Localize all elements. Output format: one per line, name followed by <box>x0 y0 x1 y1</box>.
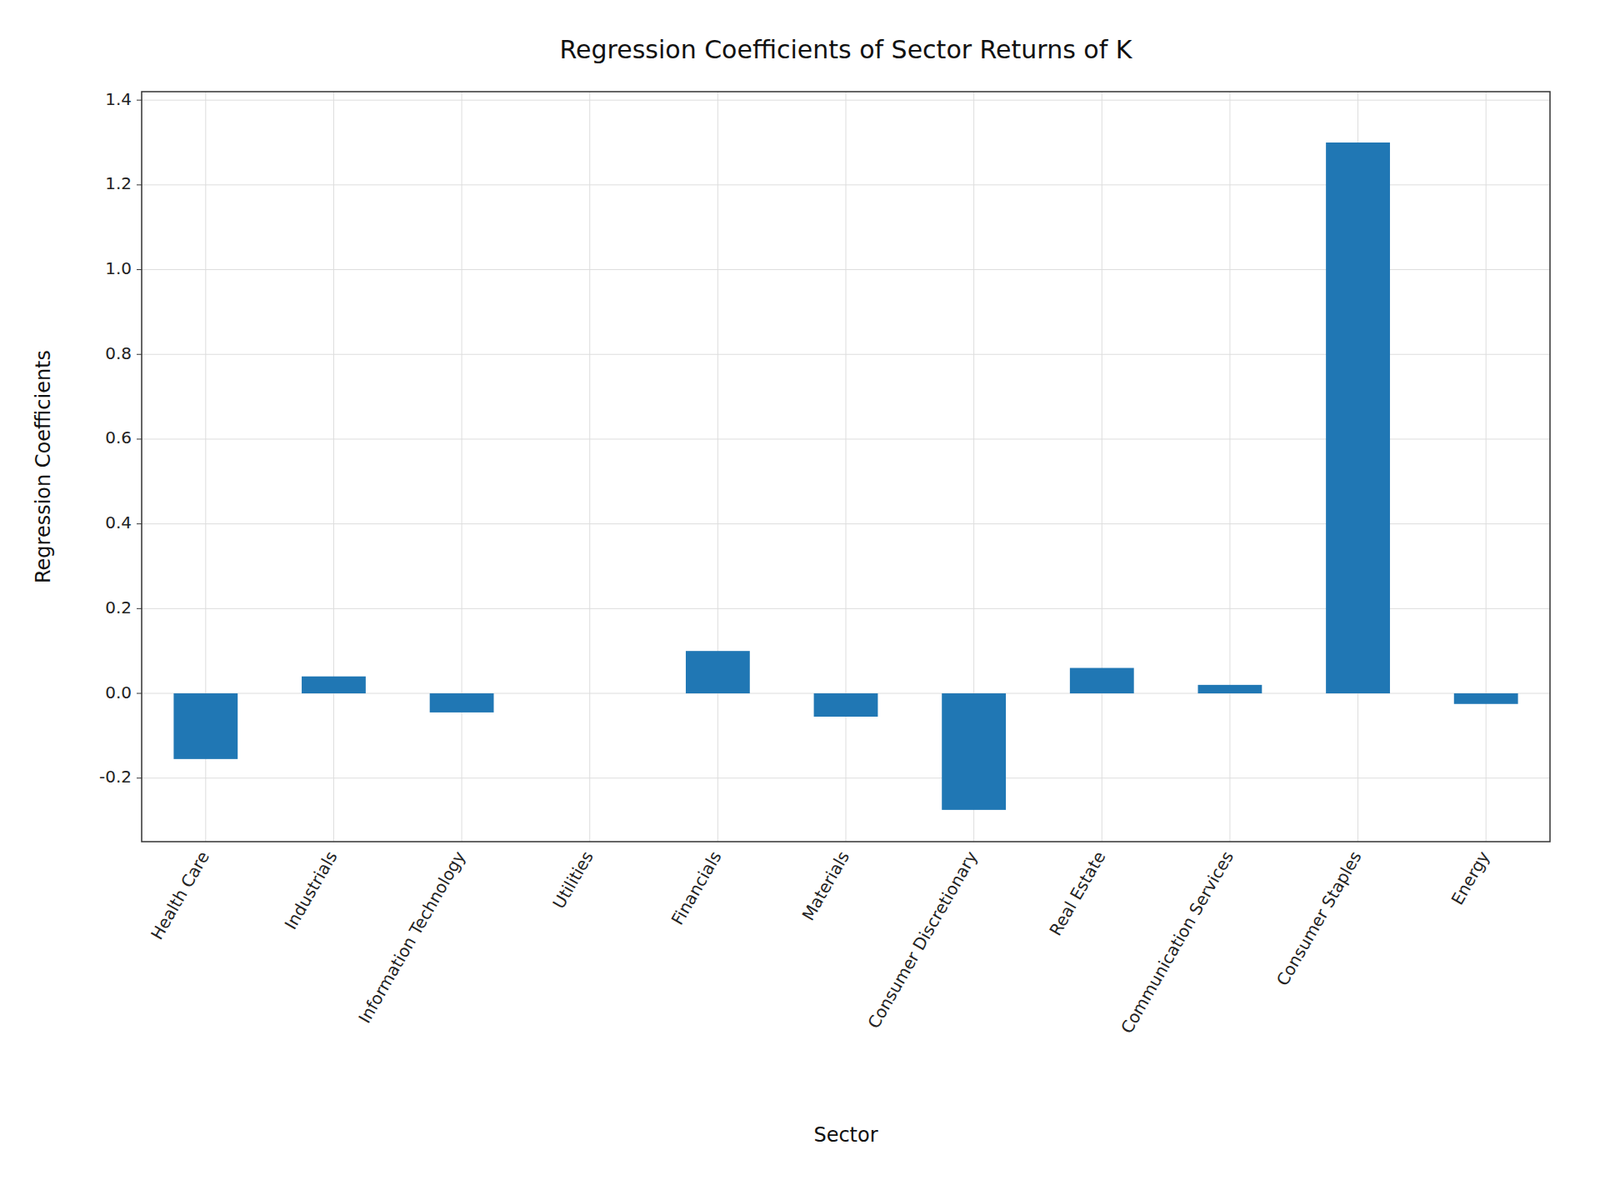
y-tick-label: -0.2 <box>99 766 132 787</box>
x-tick-label: Industrials <box>280 847 342 933</box>
y-tick <box>136 354 142 355</box>
grid-line-x <box>1229 91 1230 842</box>
y-tick-label: 1.2 <box>105 173 132 194</box>
x-tick-label: Real Estate <box>1045 847 1110 940</box>
y-axis: -0.2 0.0 0.2 0.4 0.6 0.8 1.0 1.2 1.4 <box>99 89 142 788</box>
grid-line-x <box>461 91 463 842</box>
bar <box>1070 668 1135 695</box>
grid-line-x <box>1485 91 1487 842</box>
y-tick <box>136 269 142 270</box>
grid-line-x <box>845 91 847 842</box>
bar <box>1325 142 1390 694</box>
x-tick-label: Information Technology <box>354 847 470 1027</box>
bar <box>1198 685 1263 694</box>
x-tick-label: Health Care <box>146 847 214 943</box>
y-tick <box>136 100 142 101</box>
x-tick-label: Communication Services <box>1116 847 1238 1037</box>
y-tick-label: 1.0 <box>105 258 132 279</box>
bar <box>1454 693 1519 705</box>
grid-line-x <box>1101 91 1103 842</box>
y-tick <box>136 523 142 525</box>
bar <box>814 693 879 717</box>
plot-area <box>141 91 1550 842</box>
bar <box>557 693 622 695</box>
y-axis-label: Regression Coefficients <box>31 350 55 584</box>
x-tick-label: Consumer Staples <box>1272 847 1366 990</box>
x-tick-label: Materials <box>797 847 854 924</box>
x-tick-label: Energy <box>1446 847 1494 909</box>
y-tick-label: 0.6 <box>105 427 132 448</box>
y-tick <box>136 184 142 185</box>
x-axis: Health Care IndustrialsInformation Techno… <box>146 847 1494 1037</box>
grid-line-x <box>717 91 719 842</box>
x-tick-label: Financials <box>667 847 726 929</box>
y-tick-label: 0.0 <box>105 682 132 703</box>
chart: -0.2 0.0 0.2 0.4 0.6 0.8 1.0 1.2 1.4 Health Care I… <box>0 0 1600 1200</box>
grid-line-x <box>589 91 590 842</box>
x-tick-label: Consumer Discretionary <box>863 847 982 1032</box>
bar <box>301 676 366 694</box>
y-tick <box>136 438 142 440</box>
x-axis-label: Sector <box>813 1123 878 1147</box>
grid <box>141 91 1550 842</box>
bar <box>173 693 238 760</box>
grid-line-x <box>333 91 335 842</box>
bar <box>430 693 495 713</box>
bar <box>941 693 1006 810</box>
bars <box>173 142 1518 810</box>
y-tick <box>136 777 142 779</box>
title: Regression Coefficients of Sector Return… <box>560 35 1134 65</box>
y-tick-label: 0.8 <box>105 343 132 364</box>
y-tick-label: 0.2 <box>105 597 132 618</box>
y-tick <box>136 608 142 610</box>
x-tick-label: Utilities <box>548 847 597 912</box>
bar <box>685 650 750 694</box>
plot-frame <box>141 91 1550 842</box>
y-tick-label: 1.4 <box>105 89 132 110</box>
y-tick-label: 0.4 <box>105 512 132 533</box>
y-tick <box>136 693 142 695</box>
